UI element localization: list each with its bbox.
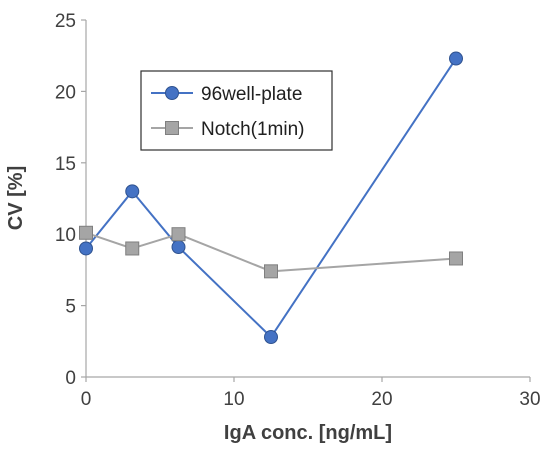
y-tick-label: 10 xyxy=(55,225,76,246)
x-axis-title: IgA conc. [ng/mL] xyxy=(224,422,392,444)
x-tick-label: 30 xyxy=(519,389,540,410)
legend: 96well-plate Notch(1min) xyxy=(140,70,333,151)
y-tick-label: 0 xyxy=(65,368,76,389)
data-point-notch-1min xyxy=(449,251,463,266)
legend-marker-square xyxy=(165,121,179,135)
series-96well-plate xyxy=(79,51,463,345)
legend-marker-circle xyxy=(165,86,179,100)
axes xyxy=(85,20,530,378)
data-point-notch-1min xyxy=(79,225,93,240)
y-tick-label: 25 xyxy=(55,11,76,32)
y-tick-label: 15 xyxy=(55,154,76,175)
legend-label-96well-plate: 96well-plate xyxy=(201,84,302,105)
x-tick-label: 10 xyxy=(223,389,244,410)
data-point-96well-plate xyxy=(449,51,463,66)
data-point-96well-plate xyxy=(171,240,186,255)
x-tick-label: 0 xyxy=(81,389,92,410)
y-tick-label: 5 xyxy=(65,297,76,318)
data-point-96well-plate xyxy=(264,330,278,345)
series-notch-1min xyxy=(79,225,463,279)
x-tick-label: 20 xyxy=(371,389,392,410)
legend-box xyxy=(140,70,333,151)
data-point-96well-plate xyxy=(79,241,93,256)
data-point-notch-1min xyxy=(264,264,278,279)
data-point-96well-plate xyxy=(125,184,140,199)
legend-label-notch: Notch(1min) xyxy=(201,119,304,140)
series-layer xyxy=(79,51,463,345)
data-point-notch-1min xyxy=(125,241,140,256)
y-tick-label: 20 xyxy=(55,82,76,103)
data-point-notch-1min xyxy=(171,227,186,242)
tick-labels: 0 5 10 15 20 25 0 10 20 30 xyxy=(55,11,541,410)
y-axis-title: CV [%] xyxy=(5,166,27,230)
